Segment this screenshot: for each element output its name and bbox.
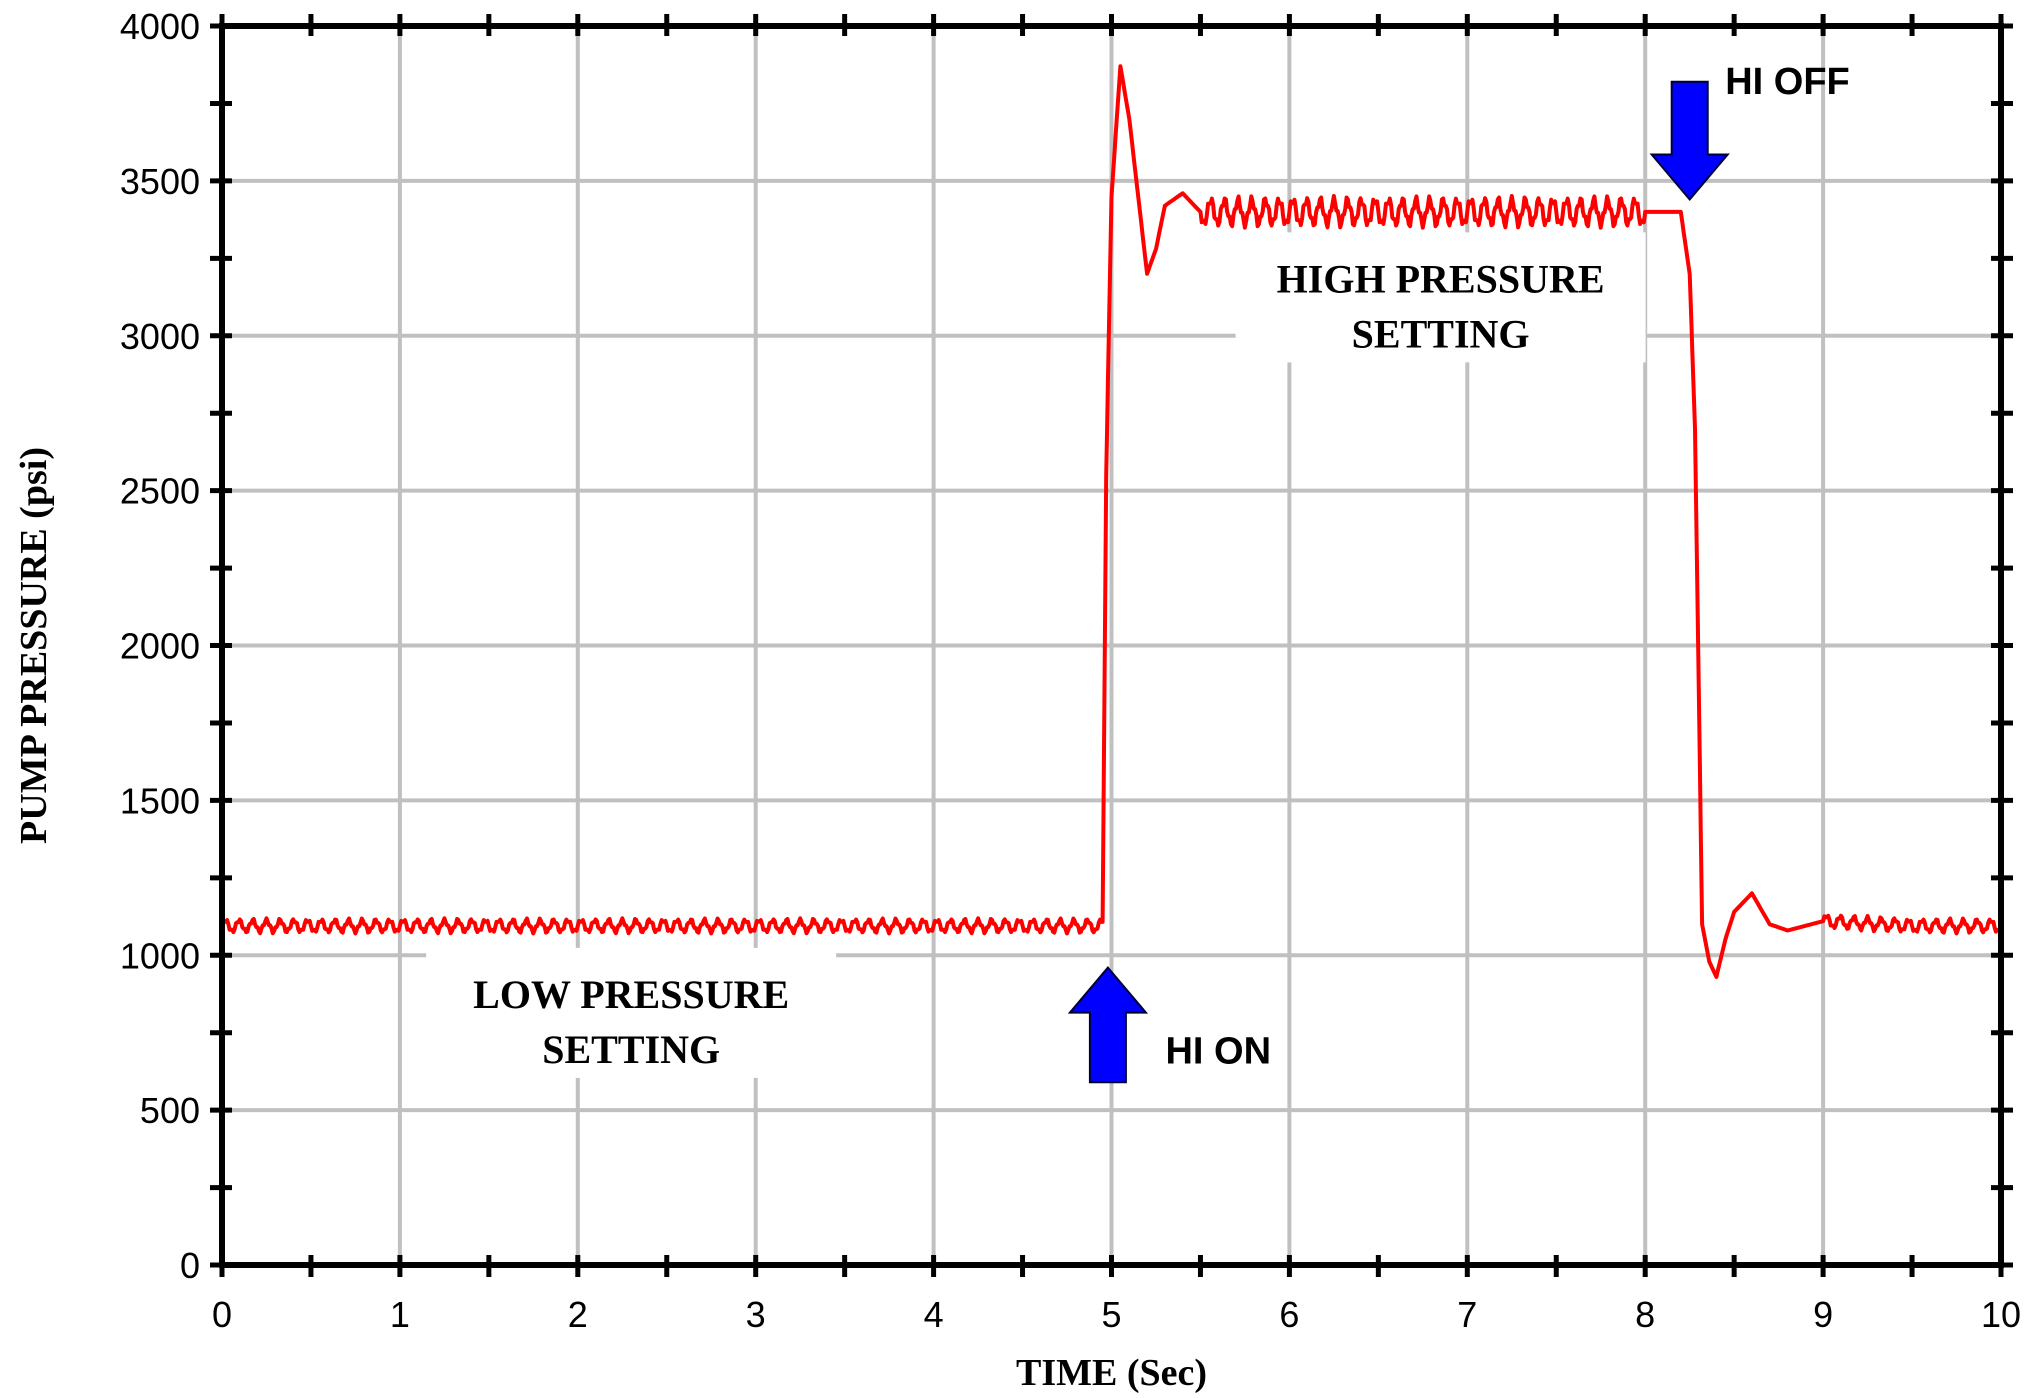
y-tick-label: 3500: [120, 161, 200, 202]
hi-off-arrow-icon: [1649, 80, 1730, 202]
tick-marks: [210, 14, 2013, 1277]
y-tick-label: 2000: [120, 626, 200, 667]
annotation-hi-on-label: HI ON: [1165, 1031, 1271, 1073]
annotation-bg: [1235, 232, 1646, 363]
x-tick-label: 1: [390, 1294, 410, 1335]
y-tick-label: 4000: [120, 6, 200, 47]
annotation-high-line-1: SETTING: [1352, 311, 1530, 356]
x-tick-label: 8: [1635, 1294, 1655, 1335]
annotation-bg: [426, 947, 837, 1078]
y-tick-label: 0: [180, 1245, 200, 1286]
x-tick-label: 10: [1981, 1294, 2021, 1335]
annotation-high-line-0: HIGH PRESSURE: [1277, 256, 1605, 301]
y-tick-label: 2500: [120, 471, 200, 512]
x-tick-label: 0: [212, 1294, 232, 1335]
y-axis-title: PUMP PRESSURE (psi): [13, 447, 55, 844]
x-tick-label: 6: [1279, 1294, 1299, 1335]
annotation-backgrounds: [426, 232, 1646, 1078]
x-tick-label: 9: [1813, 1294, 1833, 1335]
x-axis-title: TIME (Sec): [1016, 1352, 1207, 1394]
annotation-low-line-0: LOW PRESSURE: [473, 972, 789, 1017]
x-tick-label: 3: [746, 1294, 766, 1335]
x-tick-label: 5: [1101, 1294, 1121, 1335]
annotation-hi-off-label: HI OFF: [1725, 61, 1850, 103]
y-tick-label: 1000: [120, 935, 200, 976]
hi-on-arrow-icon: [1067, 966, 1149, 1084]
y-tick-label: 500: [140, 1090, 200, 1131]
x-tick-label: 7: [1457, 1294, 1477, 1335]
tick-labels: 0 1 2 3 4 5 6 7 8 9 10 0 500 1000 1500 2000 2500 3000 3500…: [120, 6, 2021, 1335]
y-tick-label: 1500: [120, 780, 200, 821]
y-tick-label: 3000: [120, 316, 200, 357]
series-layer: [220, 64, 2003, 979]
x-tick-label: 4: [924, 1294, 944, 1335]
annotations: LOW PRESSURE SETTING HIGH PRESSURE SETTING H…: [473, 61, 1850, 1084]
annotation-low-line-1: SETTING: [542, 1027, 720, 1072]
series-line-0: [220, 64, 2003, 979]
x-tick-label: 2: [568, 1294, 588, 1335]
